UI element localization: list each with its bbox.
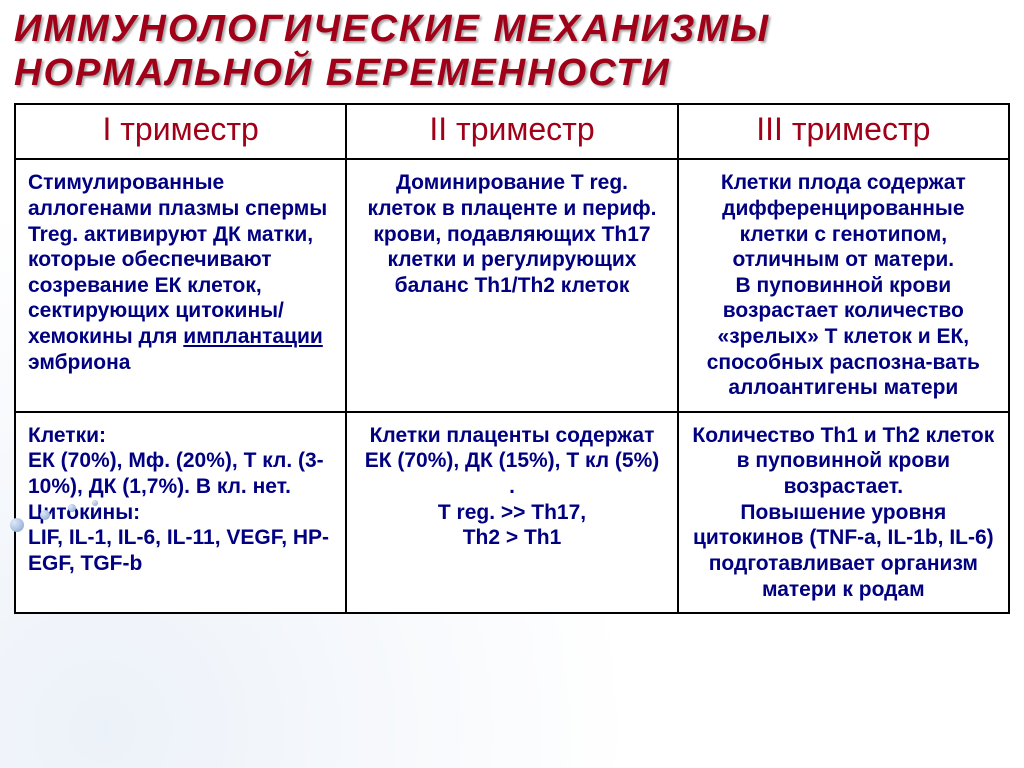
table-row: Клетки:ЕК (70%), Мф. (20%), Т кл. (3-10%… — [15, 412, 1009, 613]
title-line-2: НОРМАЛЬНОЙ БЕРЕМЕННОСТИ — [14, 52, 671, 94]
col-header-trimester-1: I триместр — [15, 104, 346, 159]
cell-r2-c3: Количество Th1 и Th2 клеток в пуповинной… — [678, 412, 1009, 613]
col-header-trimester-2: II триместр — [346, 104, 677, 159]
slide-title: ИММУНОЛОГИЧЕСКИЕ МЕХАНИЗМЫ НОРМАЛЬНОЙ БЕ… — [14, 8, 1010, 95]
title-line-1: ИММУНОЛОГИЧЕСКИЕ МЕХАНИЗМЫ — [14, 8, 770, 50]
mechanisms-table: I триместр II триместр III триместр Стим… — [14, 103, 1010, 614]
slide: ИММУНОЛОГИЧЕСКИЕ МЕХАНИЗМЫ НОРМАЛЬНОЙ БЕ… — [0, 0, 1024, 768]
cell-r1-c2: Доминирование T reg. клеток в плаценте и… — [346, 159, 677, 411]
table-row: Стимулированные аллогенами плазмы спермы… — [15, 159, 1009, 411]
col-header-trimester-3: III триместр — [678, 104, 1009, 159]
table-header-row: I триместр II триместр III триместр — [15, 104, 1009, 159]
cell-r1-c3: Клетки плода содержат дифференцированные… — [678, 159, 1009, 411]
cell-r1-c1: Стимулированные аллогенами плазмы спермы… — [15, 159, 346, 411]
cell-r2-c1: Клетки:ЕК (70%), Мф. (20%), Т кл. (3-10%… — [15, 412, 346, 613]
cell-r2-c2: Клетки плаценты содержатЕК (70%), ДК (15… — [346, 412, 677, 613]
